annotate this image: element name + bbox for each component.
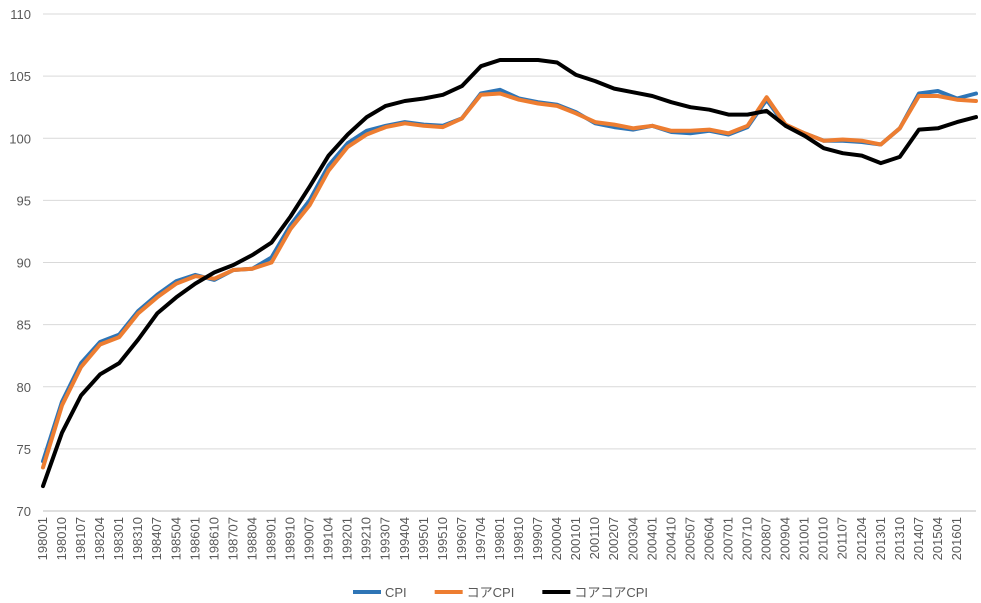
legend-label-1: コアCPI bbox=[467, 585, 515, 600]
x-tick-label-199510: 199510 bbox=[435, 517, 450, 560]
x-tick-label-201010: 201010 bbox=[816, 517, 831, 560]
x-tick-label-200101: 200101 bbox=[568, 517, 583, 560]
x-tick-label-198804: 198804 bbox=[244, 517, 259, 560]
x-tick-label-200410: 200410 bbox=[663, 517, 678, 560]
x-tick-label-198407: 198407 bbox=[149, 517, 164, 560]
x-tick-label-199007: 199007 bbox=[302, 517, 317, 560]
x-tick-label-198707: 198707 bbox=[225, 517, 240, 560]
legend: CPI コアCPI コアコアCPI bbox=[353, 585, 648, 600]
series-line-0 bbox=[41, 87, 978, 464]
x-tick-label-199104: 199104 bbox=[321, 517, 336, 560]
x-tick-label-201107: 201107 bbox=[835, 517, 850, 559]
x-tick-label-199210: 199210 bbox=[359, 517, 374, 560]
x-tick-label-198001: 198001 bbox=[35, 517, 50, 560]
x-tick-label-201001: 201001 bbox=[797, 517, 812, 560]
x-tick-label-198910: 198910 bbox=[283, 517, 298, 560]
x-tick-label-200304: 200304 bbox=[625, 517, 640, 560]
x-tick-label-198204: 198204 bbox=[92, 517, 107, 560]
x-tick-label-198901: 198901 bbox=[263, 517, 278, 560]
gridlines bbox=[43, 13, 976, 512]
x-tick-label-201407: 201407 bbox=[911, 517, 926, 560]
x-tick-label-201504: 201504 bbox=[930, 517, 945, 560]
x-tick-label-199607: 199607 bbox=[454, 517, 469, 560]
x-tick-label-200904: 200904 bbox=[778, 517, 793, 560]
series-line-2 bbox=[41, 58, 978, 489]
y-tick-label-90: 90 bbox=[17, 256, 31, 271]
x-tick-label-198310: 198310 bbox=[130, 517, 145, 560]
x-tick-label-198610: 198610 bbox=[206, 517, 221, 560]
y-tick-label-80: 80 bbox=[17, 380, 31, 395]
x-tick-label-200110: 200110 bbox=[587, 517, 602, 559]
series-line-1 bbox=[41, 91, 978, 470]
x-tick-label-200207: 200207 bbox=[606, 517, 621, 560]
x-tick-label-201301: 201301 bbox=[873, 517, 888, 560]
x-tick-label-199201: 199201 bbox=[340, 517, 355, 560]
x-tick-label-201601: 201601 bbox=[949, 517, 964, 560]
legend-label-0: CPI bbox=[385, 585, 407, 600]
x-tick-label-201204: 201204 bbox=[854, 517, 869, 560]
y-tick-label-95: 95 bbox=[17, 193, 31, 208]
x-tick-label-200807: 200807 bbox=[759, 517, 774, 560]
y-tick-label-100: 100 bbox=[9, 131, 31, 146]
x-tick-label-200710: 200710 bbox=[740, 517, 755, 560]
x-tick-label-200604: 200604 bbox=[701, 517, 716, 560]
x-tick-label-198010: 198010 bbox=[54, 517, 69, 560]
y-tick-label-75: 75 bbox=[17, 442, 31, 457]
x-tick-label-200701: 200701 bbox=[720, 517, 735, 560]
series-lines bbox=[41, 58, 978, 489]
x-tick-label-199704: 199704 bbox=[473, 517, 488, 560]
x-tick-label-198601: 198601 bbox=[187, 517, 202, 560]
y-tick-label-105: 105 bbox=[9, 69, 31, 84]
x-tick-label-198301: 198301 bbox=[111, 517, 126, 560]
legend-label-2: コアコアCPI bbox=[574, 585, 648, 600]
x-tick-label-199907: 199907 bbox=[530, 517, 545, 560]
x-tick-label-199810: 199810 bbox=[511, 517, 526, 560]
x-tick-label-200401: 200401 bbox=[644, 517, 659, 560]
y-tick-label-85: 85 bbox=[17, 318, 31, 333]
x-tick-label-199404: 199404 bbox=[397, 517, 412, 560]
x-tick-label-200004: 200004 bbox=[549, 517, 564, 560]
x-tick-label-200507: 200507 bbox=[682, 517, 697, 560]
y-axis-ticks: 70 75 80 85 90 95 100 105 110 bbox=[9, 7, 31, 519]
x-tick-label-199801: 199801 bbox=[492, 517, 507, 560]
x-tick-label-199307: 199307 bbox=[378, 517, 393, 560]
x-tick-label-198107: 198107 bbox=[73, 517, 88, 560]
x-tick-label-199501: 199501 bbox=[416, 517, 431, 560]
x-tick-label-198504: 198504 bbox=[168, 517, 183, 560]
x-tick-label-201310: 201310 bbox=[892, 517, 907, 560]
y-tick-label-70: 70 bbox=[17, 504, 31, 519]
y-tick-label-110: 110 bbox=[10, 7, 31, 22]
x-axis-ticks: 198001 198010 198107 198204 198301 198310 1984… bbox=[35, 517, 964, 560]
